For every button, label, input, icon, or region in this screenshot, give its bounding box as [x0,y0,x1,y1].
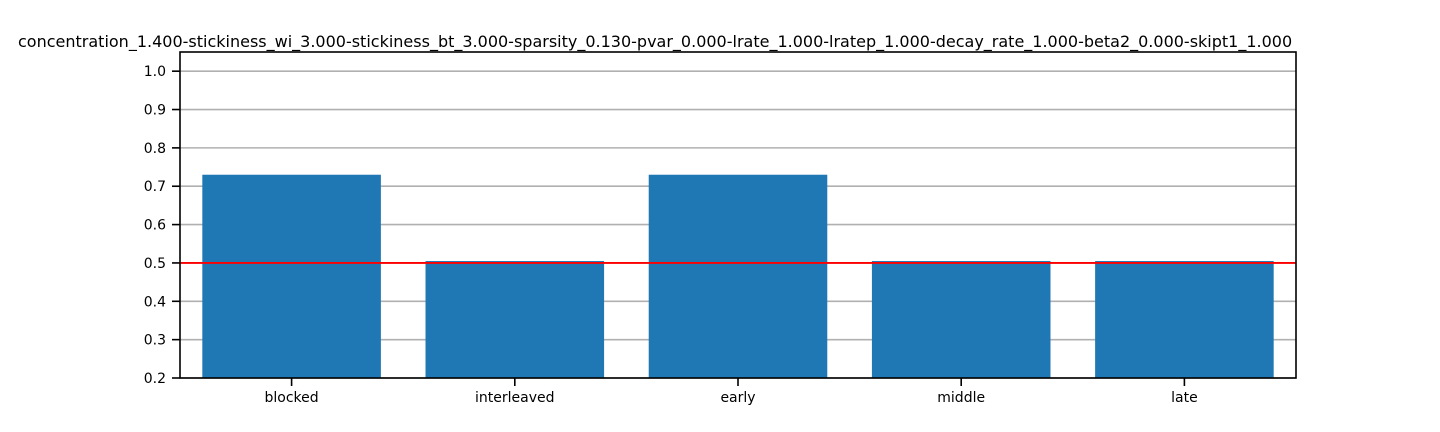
bar-blocked [202,174,381,378]
bar-early [648,174,828,378]
bar-interleaved [425,261,605,378]
bar-late [1095,261,1274,378]
y-tick-label: 0.6 [144,218,166,234]
x-axis-ticks: blocked interleaved early middle late [265,378,1198,406]
x-tick-label: middle [937,390,985,406]
y-tick-label: 0.4 [144,294,166,310]
x-tick-label: blocked [265,390,319,406]
y-tick-label: 0.5 [144,256,166,272]
bars [202,174,1274,378]
y-axis-ticks: 0.2 0.3 0.4 0.5 0.6 0.7 0.8 0.9 1.0 [144,64,180,387]
bar-middle [871,261,1051,378]
x-tick-label: late [1171,390,1198,406]
chart-title: concentration_1.400-stickiness_wi_3.000-… [18,32,1292,52]
x-tick-label: early [720,390,755,406]
y-tick-label: 0.9 [144,103,166,119]
y-tick-label: 0.2 [144,371,166,387]
y-tick-label: 0.3 [144,333,166,349]
x-tick-label: interleaved [475,390,555,406]
y-tick-label: 1.0 [144,64,166,80]
y-tick-label: 0.7 [144,179,166,195]
y-tick-label: 0.8 [144,141,166,157]
